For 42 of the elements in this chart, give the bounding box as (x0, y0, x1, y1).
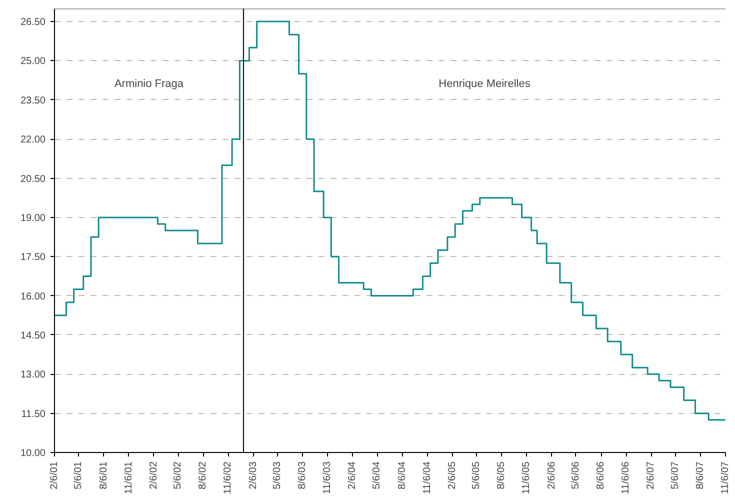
x-tick-label: 5/6/07 (670, 461, 681, 490)
x-tick-label: 2/6/06 (546, 461, 558, 490)
x-tick-label: 11/6/01 (123, 461, 134, 494)
y-tick-label: 16.00 (20, 291, 46, 302)
y-tick-label: 20.50 (20, 174, 46, 185)
x-tick-label: 5/6/01 (73, 461, 84, 490)
y-tick-label: 11.50 (21, 408, 46, 420)
x-tick-label: 11/6/06 (620, 461, 632, 494)
x-tick-label: 2/6/05 (446, 461, 458, 490)
x-tick-label: 8/6/02 (198, 461, 209, 490)
x-tick-label: 8/6/01 (98, 461, 110, 490)
x-tick-label: 2/6/07 (646, 461, 657, 490)
x-tick-label: 11/6/02 (222, 461, 234, 494)
x-tick-label: 2/6/04 (347, 461, 358, 490)
y-tick-label: 23.50 (20, 95, 46, 106)
x-tick-label: 5/6/04 (372, 461, 383, 490)
x-tick-label: 8/6/03 (297, 461, 308, 490)
x-tick-label: 8/6/07 (694, 461, 706, 490)
y-tick-label: 10.00 (20, 448, 46, 459)
y-tick-label: 14.50 (20, 330, 46, 342)
y-tick-label: 22.00 (20, 134, 46, 146)
y-tick-label: 25.00 (20, 56, 46, 68)
x-tick-label: 8/6/06 (596, 461, 607, 490)
x-tick-label: 2/6/02 (148, 461, 160, 490)
y-tick-label: 17.50 (20, 252, 46, 264)
x-tick-label: 8/6/04 (396, 461, 408, 490)
y-tick-label: 13.00 (20, 370, 46, 381)
x-tick-label: 11/6/03 (322, 461, 334, 494)
x-tick-label: 11/6/04 (422, 461, 433, 494)
y-tick-label: 26.50 (20, 17, 46, 28)
x-tick-label: 5/6/03 (272, 461, 284, 490)
annotation: Arminio Fraga (114, 78, 184, 90)
x-tick-label: 5/6/02 (172, 461, 184, 490)
x-tick-label: 2/6/03 (248, 461, 259, 490)
x-tick-label: 2/6/01 (49, 461, 60, 490)
x-tick-label: 11/6/05 (521, 461, 532, 494)
x-tick-label: 11/6/07 (720, 461, 731, 494)
annotation: Henrique Meirelles (438, 78, 531, 90)
x-tick-label: 8/6/05 (496, 461, 508, 490)
x-tick-label: 5/6/05 (471, 461, 482, 490)
x-tick-label: 5/6/06 (570, 461, 582, 490)
y-tick-label: 19.00 (20, 212, 46, 224)
